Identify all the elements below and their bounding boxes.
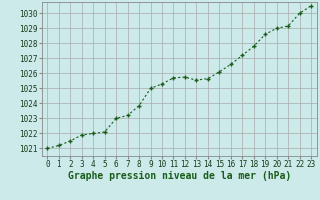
X-axis label: Graphe pression niveau de la mer (hPa): Graphe pression niveau de la mer (hPa) [68,171,291,181]
